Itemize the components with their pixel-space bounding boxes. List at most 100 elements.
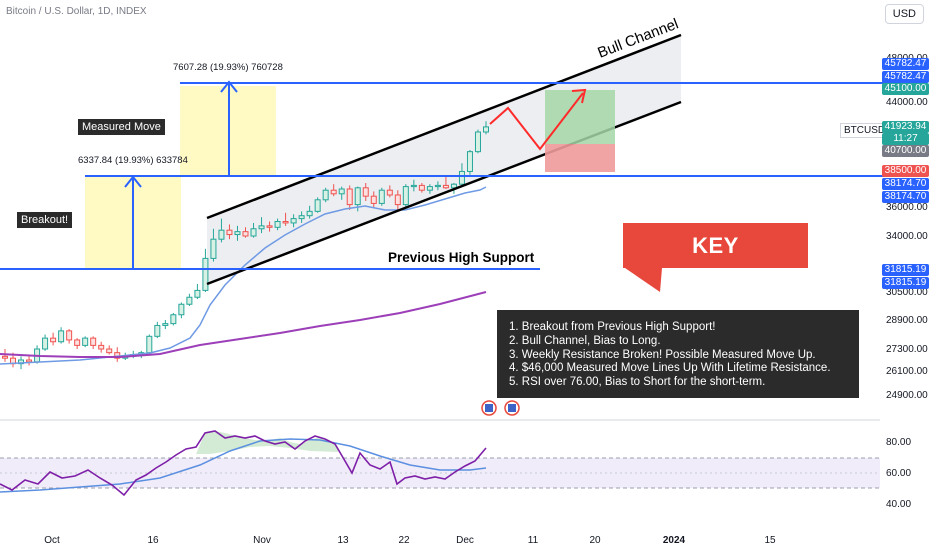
- candle: [218, 218, 225, 243]
- candle: [202, 248, 209, 292]
- measured-move-lower-label: 6337.84 (19.93%) 633784: [78, 155, 188, 166]
- candle: [162, 320, 169, 330]
- takeaway-item: 2. Bull Channel, Bias to Long.: [509, 334, 661, 347]
- event-flags: [481, 400, 520, 416]
- candle: [322, 187, 329, 203]
- candle: [410, 179, 417, 192]
- x-tick-label: 20: [589, 535, 601, 546]
- price-tag: 45782.47: [882, 58, 929, 70]
- candle: [226, 224, 233, 240]
- moving-average-slow: [0, 291, 487, 358]
- price-tag: 38500.00: [882, 165, 929, 177]
- price-tag: 31815.19: [882, 277, 929, 289]
- currency-button[interactable]: USD: [884, 4, 924, 24]
- candle: [370, 191, 377, 209]
- breakout-label: Breakout!: [17, 212, 73, 228]
- price-tag: 38174.70: [882, 178, 929, 190]
- candle: [90, 336, 97, 349]
- key-takeaways-list: 1. Breakout from Previous High Support! …: [509, 321, 859, 390]
- candle: [458, 163, 465, 187]
- candle: [483, 121, 489, 135]
- candle: [82, 336, 89, 348]
- candle: [466, 150, 473, 175]
- x-tick-label: 22: [398, 535, 410, 546]
- x-tick-label: Nov: [253, 535, 271, 546]
- candle: [178, 302, 185, 319]
- key-takeaways-box: 1. Breakout from Previous High Support! …: [497, 310, 859, 398]
- candle: [338, 186, 345, 200]
- y-tick-label: 26100.00: [886, 366, 928, 377]
- measured-move-label: Measured Move: [78, 119, 165, 135]
- rsi-tick-label: 40.00: [886, 499, 911, 510]
- measured-move-arrows: [124, 80, 238, 268]
- takeaway-item: 1. Breakout from Previous High Support!: [509, 321, 716, 333]
- price-tag: 40700.00: [882, 145, 929, 157]
- candle: [314, 197, 321, 213]
- candle: [154, 321, 161, 339]
- measured-move-upper-label: 7607.28 (19.93%) 760728: [173, 62, 283, 73]
- x-tick-label: 11: [528, 535, 539, 546]
- candle: [98, 341, 105, 353]
- moving-average-fast: [0, 186, 487, 365]
- projected-path: [489, 92, 584, 151]
- projected-path-arrowhead: [571, 88, 587, 104]
- previous-high-support-label: Previous High Support: [388, 250, 535, 265]
- candle: [258, 217, 265, 234]
- candles: [2, 121, 489, 370]
- x-tick-label: 13: [337, 535, 349, 546]
- candle: [418, 183, 425, 193]
- candle: [474, 129, 481, 154]
- candle: [210, 228, 217, 262]
- candle: [442, 176, 449, 189]
- candle: [250, 222, 257, 238]
- y-tick-label: 44000.00: [886, 97, 928, 108]
- rsi-line: [0, 430, 487, 497]
- candle: [186, 293, 193, 306]
- price-tag: 38174.70: [882, 191, 929, 203]
- candle: [234, 225, 241, 241]
- price-tag: 31815.19: [882, 264, 929, 276]
- y-tick-label: 34000.00: [886, 231, 928, 242]
- candle: [386, 185, 393, 198]
- y-tick-label: 24900.00: [886, 390, 928, 401]
- candle: [242, 227, 249, 238]
- candle: [50, 332, 57, 346]
- rsi-axis-labels: 80.00 60.00 40.00: [886, 437, 911, 510]
- y-tick-label: 28900.00: [886, 315, 928, 326]
- takeaway-item: 5. RSI over 76.00, Bias to Short for the…: [509, 376, 766, 389]
- candle: [106, 345, 113, 355]
- position-stop-zone: [545, 144, 615, 172]
- candle: [66, 329, 73, 344]
- candle: [194, 284, 201, 299]
- candle: [74, 338, 81, 349]
- x-axis-labels: Oct 16 Nov 13 22 Dec 11 20 2024 15: [44, 535, 776, 546]
- candle: [346, 185, 353, 210]
- candle: [298, 211, 305, 223]
- key-takeaways-banner: KEY TAKEAWAYS: [623, 223, 808, 303]
- x-tick-label: 15: [764, 535, 776, 546]
- rsi-ma-line: [0, 438, 487, 493]
- candle: [42, 334, 49, 351]
- rsi-tick-label: 60.00: [886, 468, 911, 479]
- x-tick-label: 2024: [663, 535, 686, 546]
- candle: [362, 183, 369, 201]
- candle: [266, 221, 273, 232]
- y-tick-label: 30500.00: [886, 287, 928, 298]
- chart-title: Bitcoin / U.S. Dollar, 1D, INDEX: [6, 6, 147, 17]
- price-tag: 45100.00: [882, 83, 929, 95]
- candle: [434, 181, 441, 191]
- candle: [378, 187, 385, 206]
- y-tick-label: 36000.00: [886, 202, 928, 213]
- rsi-tick-label: 80.00: [886, 437, 911, 448]
- candle: [306, 205, 313, 219]
- x-tick-label: Dec: [456, 535, 474, 546]
- candle: [58, 327, 65, 344]
- x-tick-label: 16: [147, 535, 159, 546]
- position-target-zone: [545, 90, 615, 144]
- candle: [282, 212, 289, 226]
- bull-channel-upper-line: [206, 33, 682, 220]
- x-tick-label: Oct: [44, 535, 60, 546]
- takeaway-item: 4. $46,000 Measured Move Lines Up With L…: [509, 362, 831, 375]
- price-tag: 45782.47: [882, 71, 929, 83]
